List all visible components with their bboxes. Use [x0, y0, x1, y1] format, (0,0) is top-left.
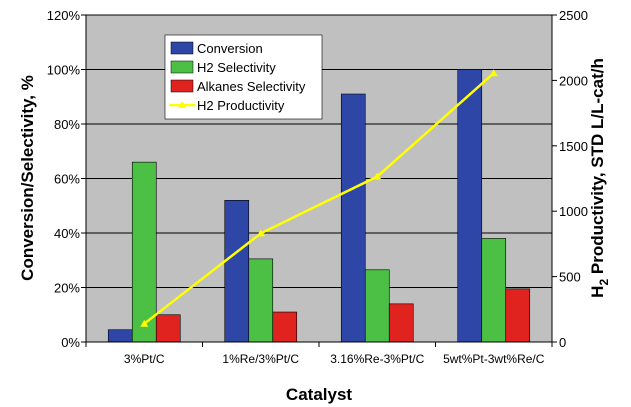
y2-tick-label: 0 [559, 335, 566, 350]
bar [107, 329, 133, 343]
line-point [489, 69, 498, 77]
x-tick-label: 5wt%Pt-3wt%Re/C [443, 352, 545, 366]
bar [155, 314, 181, 343]
y2-axis-title-pre: H [588, 286, 607, 298]
y2-tick-label: 1000 [559, 204, 588, 219]
line-series [140, 69, 498, 327]
y2-tick-label: 500 [559, 270, 581, 285]
legend-label: H2 Productivity [197, 98, 285, 113]
y2-axis-title: H2 Productivity, STD L/L-cat/h [588, 58, 611, 298]
bar [481, 238, 507, 343]
y-tick-label: 100% [47, 63, 81, 78]
bar [131, 161, 157, 343]
line-point [140, 319, 149, 327]
y2-tick-label: 1500 [559, 139, 588, 154]
y2-axis-title-post: Productivity, STD L/L-cat/h [588, 58, 607, 279]
y-ticks: 0% 20% 40% 60% 80% 100% 120% [47, 8, 86, 350]
bar [224, 200, 250, 343]
y-tick-label: 120% [47, 8, 81, 23]
bar [272, 311, 298, 343]
legend-label: Conversion [197, 41, 263, 56]
bar [248, 258, 274, 343]
x-tick-label: 3%Pt/C [124, 352, 165, 366]
legend-swatch [170, 41, 194, 55]
x-axis-title: Catalyst [286, 385, 352, 404]
legend-swatch [170, 79, 194, 93]
grid [86, 14, 552, 288]
y2-tick-label: 2500 [559, 8, 588, 23]
bar [340, 93, 366, 343]
legend-swatch [170, 60, 194, 74]
legend-label: Alkanes Selectivity [197, 79, 306, 94]
legend: Conversion H2 Selectivity Alkanes Selectiv… [164, 34, 323, 120]
line-path [143, 72, 495, 325]
y-axis-title: Conversion/Selectivity, % [18, 75, 37, 281]
legend-label: H2 Selectivity [197, 60, 276, 75]
y-tick-label: 80% [54, 117, 80, 132]
line-point [256, 229, 265, 237]
bar [505, 288, 531, 343]
bar [364, 269, 390, 343]
x-categories: 3%Pt/C 1%Re/3%Pt/C 3.16%Re-3%Pt/C 5wt%Pt-3w… [85, 342, 553, 366]
y-tick-label: 40% [54, 226, 80, 241]
y2-axis-title-sub: 2 [597, 279, 611, 286]
bar [388, 303, 414, 343]
y2-tick-label: 2000 [559, 73, 588, 88]
y-tick-label: 0% [61, 335, 80, 350]
legend-marker [178, 101, 186, 108]
y2-ticks: 0 500 1000 1500 2000 2500 [552, 8, 588, 350]
line-point [373, 172, 382, 180]
bar [457, 69, 483, 343]
y-tick-label: 20% [54, 281, 80, 296]
x-tick-label: 1%Re/3%Pt/C [222, 352, 299, 366]
y-tick-label: 60% [54, 172, 80, 187]
bars [107, 69, 531, 343]
x-tick-label: 3.16%Re-3%Pt/C [330, 352, 424, 366]
